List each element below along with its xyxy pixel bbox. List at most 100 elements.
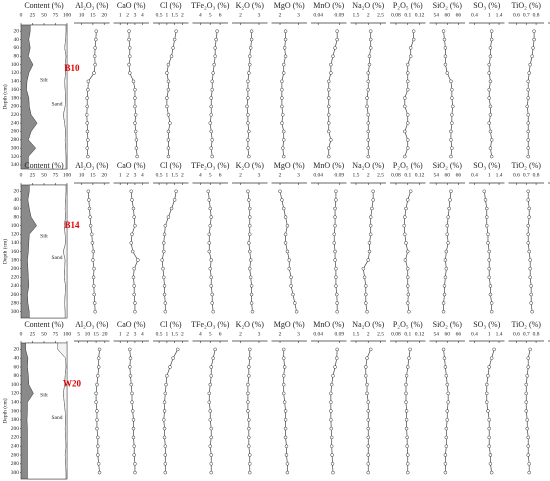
profile-point [249,37,254,42]
profile-point [368,223,373,228]
profile-point [334,284,338,288]
profile-point [406,113,410,117]
x-tick-label: 2 [367,12,370,18]
profile-point [282,46,287,50]
x-tick-label: 100 [63,12,72,18]
profile-point [246,146,250,150]
y-tick-label: 300 [11,145,20,151]
profile-point [489,356,494,360]
panel-title: SiO₂ (%) [433,320,463,329]
profile-point [443,462,448,466]
profile-point [283,37,288,42]
profile-point [528,258,532,262]
x-tick-label: 0.5 [156,172,163,178]
profile-point [526,129,530,134]
profile-point [96,462,101,466]
profile-point [209,426,213,431]
x-tick-label: 4 [141,331,144,337]
profile-point [406,284,410,288]
profile-point [364,365,368,369]
x-tick-label: 2 [126,331,129,337]
profile-point [132,453,136,457]
profile-point [247,241,251,245]
profile-point [245,104,249,109]
profile-point [207,198,212,202]
x-tick-label: 5 [209,331,212,337]
y-tick-label: 60 [14,45,20,51]
profile-point [526,435,530,440]
profile-point [329,391,333,396]
profile-point [134,138,139,142]
profile-point [283,215,288,219]
x-tick-label: 0.1 [404,172,411,178]
profile-point [95,409,99,413]
x-tick-label: 2 [181,12,184,18]
x-tick-label: 1 [119,172,122,178]
profile-point [368,232,373,237]
profile-point [133,121,137,125]
profile-point [280,79,284,84]
x-tick-label: 0.12 [415,331,425,337]
profile-point [368,29,373,33]
profile-point [247,374,251,378]
profile-point [335,29,339,33]
profile-point [406,301,410,305]
profile-point [130,400,134,404]
profile-point [329,138,333,142]
profile-point [524,382,528,387]
profile-point [283,435,288,440]
profile-point [442,37,447,42]
panel-title: P₂O₅ (%) [393,161,423,170]
profile-point [406,138,410,142]
profile-point [366,409,370,413]
profile-point [285,470,290,475]
y-tick-label: 240 [11,443,20,449]
profile-point [367,62,372,67]
profile-point [487,249,491,254]
profile-point [294,309,299,314]
profile-point [450,87,454,92]
x-tick-label: 1 [165,331,168,337]
profile-point [487,121,491,125]
profile-point [449,129,453,134]
profile-point [93,46,97,50]
y-tick-label: 220 [11,275,20,281]
profile-point [96,435,100,440]
profile-line [281,31,286,157]
profile-point [133,87,137,92]
profile-point [443,54,448,59]
profile-point [164,382,168,387]
profile-point [532,29,536,33]
x-tick-label: 1.5 [353,331,360,337]
profile-point [213,46,217,50]
profile-point [97,347,102,352]
profile-point [488,46,493,50]
profile-point [130,249,135,254]
profile-point [526,121,530,125]
panel-title: CaO (%) [117,161,146,170]
x-tick-label: 2 [126,12,129,18]
profile-point [209,129,213,134]
profile-point [488,113,493,117]
profile-point [208,418,212,422]
profile-point [281,382,286,387]
y-axis-label: Depth (cm) [1,239,8,264]
panel-title: Content (%) [24,320,64,329]
profile-point [128,347,132,352]
profile-line [86,31,97,157]
x-tick-label: 2 [126,172,129,178]
profile-point [368,37,373,42]
profile-point [408,347,412,352]
x-tick-label: 15 [90,172,96,178]
profile-point [95,418,99,422]
profile-point [162,249,166,254]
profile-point [246,409,250,413]
profile-point [408,54,413,59]
y-tick-label: 40 [14,197,20,203]
profile-point [284,453,289,457]
x-tick-label: 3 [297,172,300,178]
profile-point [403,129,407,134]
profile-point [166,215,171,219]
y-tick-label: 300 [11,309,20,315]
profile-point [248,347,252,352]
